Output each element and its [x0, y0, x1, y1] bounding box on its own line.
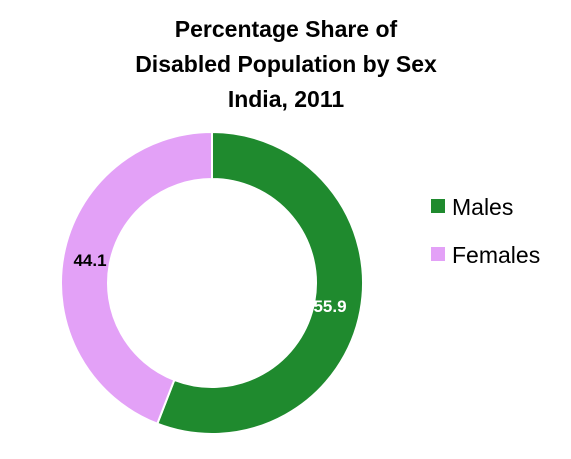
chart-title-line-3: India, 2011 — [228, 86, 345, 112]
chart-title-line-1: Percentage Share of — [175, 16, 398, 42]
data-label-females: 44.1 — [73, 251, 106, 270]
data-label-males: 55.9 — [313, 297, 346, 316]
donut-slices — [60, 130, 364, 435]
legend-swatch-females — [431, 247, 445, 261]
legend-label-females: Females — [452, 242, 540, 268]
data-labels: 55.9 44.1 — [73, 251, 346, 316]
chart-title: Percentage Share of Disabled Population … — [135, 16, 437, 112]
legend-label-males: Males — [452, 194, 513, 220]
legend-swatch-males — [431, 199, 445, 213]
donut-slice-males — [156, 130, 364, 435]
legend: Males Females — [431, 194, 540, 268]
chart-title-line-2: Disabled Population by Sex — [135, 51, 437, 77]
legend-item-males: Males — [431, 194, 513, 220]
donut-slice-females — [60, 130, 213, 426]
legend-item-females: Females — [431, 242, 540, 268]
